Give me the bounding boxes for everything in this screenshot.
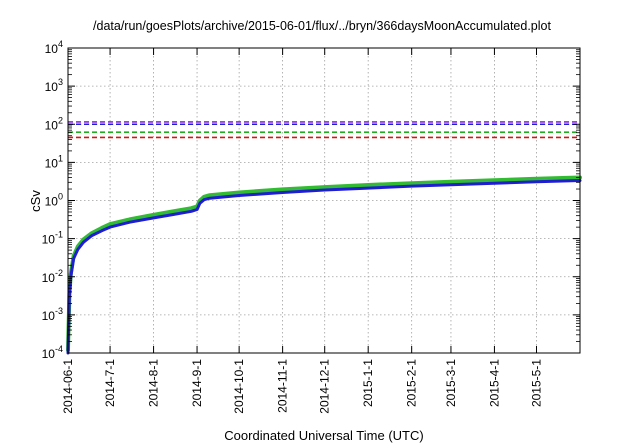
x-tick-label: 2014-06-1: [61, 359, 75, 414]
y-tick-label: 102: [45, 115, 63, 132]
x-tick-label: 2014-11-1: [276, 359, 290, 413]
reference-lines: [68, 121, 580, 139]
x-tick-label: 2015-5-1: [530, 359, 544, 407]
y-tick-labels: 10-4 10-3 10-2 10-1 100 101 102 103 104: [42, 39, 63, 361]
grid-lines: [68, 48, 580, 353]
series-lines: [66, 175, 582, 355]
y-tick-label: 101: [45, 153, 63, 170]
y-tick-label: 10-1: [42, 230, 63, 247]
x-tick-label: 2014-9-1: [190, 359, 204, 407]
x-tick-label: 2014-12-1: [318, 359, 332, 414]
x-tick-labels: 2014-06-1 2014-7-1 2014-8-1 2014-9-1 2014-10…: [61, 359, 544, 414]
series-line-1: [66, 175, 582, 352]
y-tick-label: 10-2: [42, 268, 63, 285]
x-tick-label: 2014-10-1: [232, 359, 246, 414]
x-tick-label: 2015-2-1: [405, 359, 419, 407]
axis-ticks: [67, 47, 580, 354]
y-tick-label: 100: [45, 192, 63, 209]
x-tick-label: 2015-1-1: [361, 359, 375, 407]
y-tick-label: 104: [45, 39, 63, 56]
x-tick-label: 2014-7-1: [103, 359, 117, 407]
series-line-2: [66, 179, 582, 355]
y-axis-label: cSv: [28, 190, 43, 212]
x-tick-label: 2015-4-1: [487, 359, 501, 407]
chart-title: /data/run/goesPlots/archive/2015-06-01/f…: [93, 19, 551, 33]
x-tick-label: 2014-8-1: [147, 359, 161, 407]
y-tick-label: 103: [45, 77, 63, 94]
x-tick-label: 2015-3-1: [444, 359, 458, 407]
y-tick-label: 10-4: [42, 344, 63, 361]
y-tick-label: 10-3: [42, 306, 63, 323]
x-axis-label: Coordinated Universal Time (UTC): [224, 428, 423, 443]
